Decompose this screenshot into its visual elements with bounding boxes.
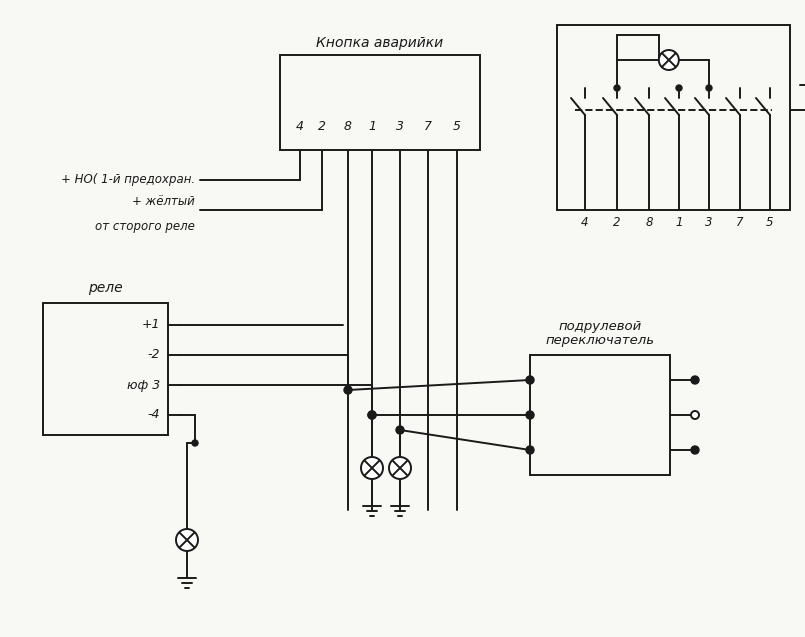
Circle shape [614,85,620,91]
Text: 4: 4 [296,120,304,134]
Text: +1: +1 [142,318,160,331]
Text: 1: 1 [368,120,376,134]
Text: 1: 1 [675,215,683,229]
Bar [557,25,790,210]
Circle shape [676,85,682,91]
Text: 2: 2 [613,215,621,229]
Circle shape [658,50,679,70]
Text: 5: 5 [766,215,774,229]
Circle shape [368,411,376,419]
Text: 4: 4 [581,215,588,229]
Text: 3: 3 [705,215,712,229]
Circle shape [389,457,411,479]
Circle shape [368,411,376,419]
Text: переключатель: переключатель [546,334,654,347]
Circle shape [526,446,534,454]
Circle shape [706,85,712,91]
Text: 7: 7 [737,215,744,229]
Circle shape [691,411,699,419]
Text: 2: 2 [318,120,326,134]
Text: -4: -4 [147,408,160,422]
Text: юф 3: юф 3 [126,378,160,392]
Circle shape [691,376,699,384]
Bar [280,55,480,150]
Text: 8: 8 [344,120,352,134]
Text: от сторого реле: от сторого реле [95,220,195,233]
Bar [530,355,670,475]
Text: 3: 3 [396,120,404,134]
Text: 7: 7 [424,120,432,134]
Circle shape [526,376,534,384]
Text: -2: -2 [147,348,160,362]
Text: Кнопка аварийки: Кнопка аварийки [316,36,444,50]
Text: подрулевой: подрулевой [559,320,642,333]
Circle shape [344,386,352,394]
Bar [43,303,168,435]
Text: 5: 5 [453,120,461,134]
Circle shape [176,529,198,551]
Circle shape [361,457,383,479]
Text: + жёлтый: + жёлтый [132,195,195,208]
Text: 8: 8 [646,215,653,229]
Circle shape [526,411,534,419]
Circle shape [691,446,699,454]
Circle shape [192,440,198,446]
Circle shape [396,426,404,434]
Text: реле: реле [89,281,123,295]
Text: + НО( 1-й предохран.: + НО( 1-й предохран. [61,173,195,187]
